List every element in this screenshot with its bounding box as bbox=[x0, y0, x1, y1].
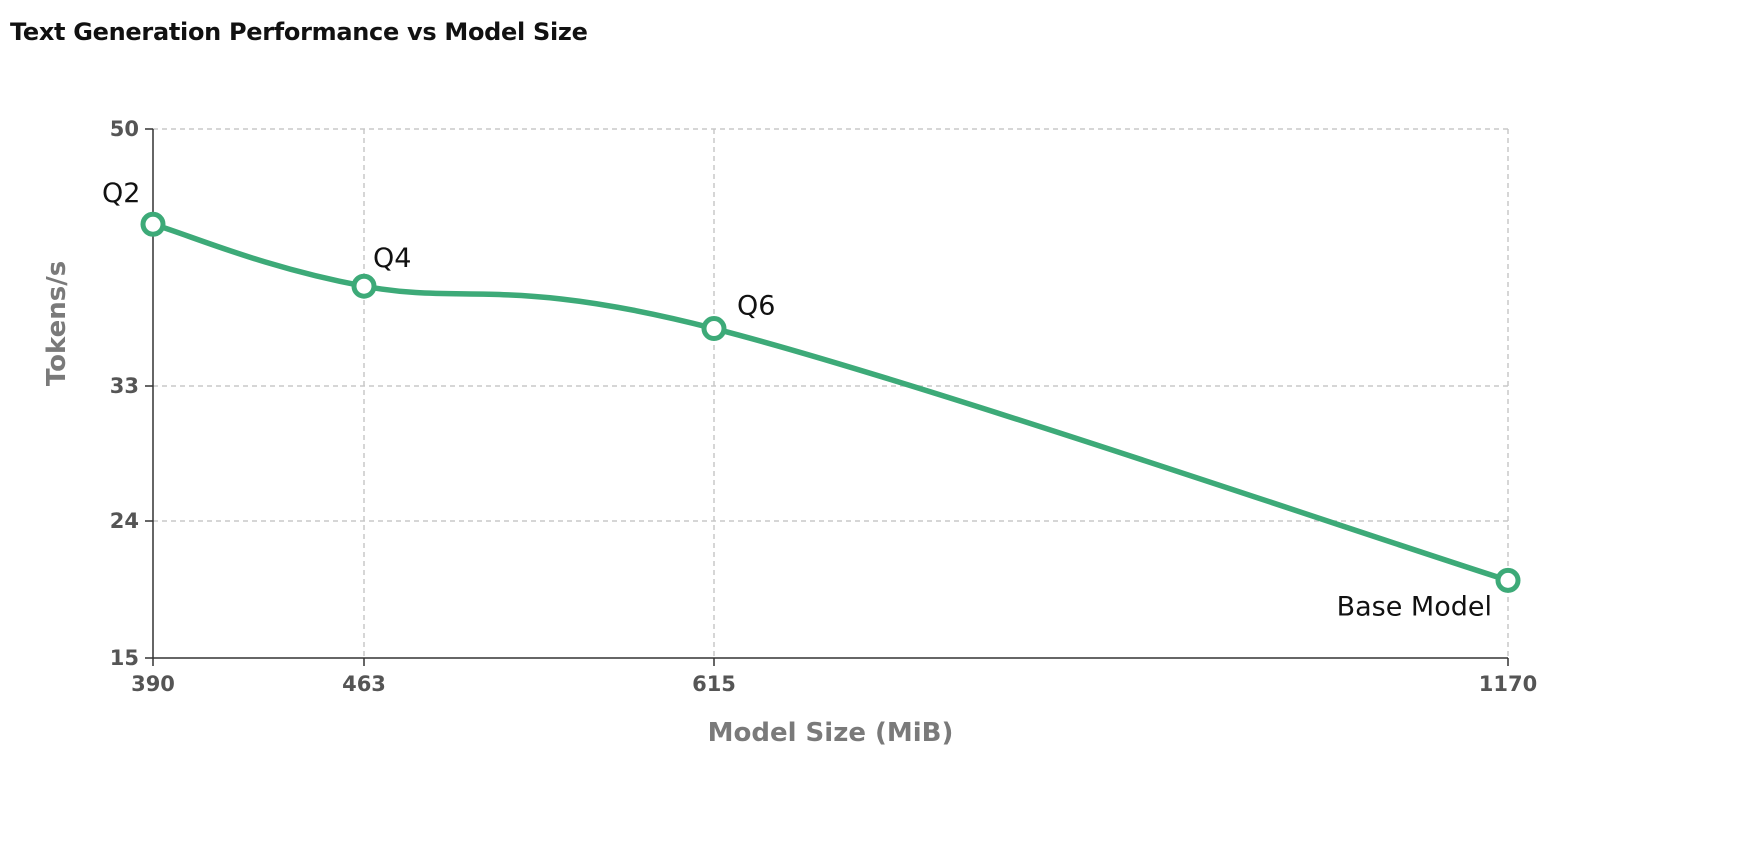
point-label: Q6 bbox=[737, 291, 775, 322]
chart-title: Text Generation Performance vs Model Siz… bbox=[10, 18, 588, 46]
x-tick-label: 1170 bbox=[1479, 672, 1537, 696]
x-tick-label: 390 bbox=[131, 672, 175, 696]
y-tick-label: 33 bbox=[110, 374, 139, 398]
x-tick-label: 463 bbox=[342, 672, 386, 696]
data-point bbox=[701, 316, 727, 342]
y-axis-title: Tokens/s bbox=[42, 261, 72, 386]
series-layer bbox=[140, 211, 1521, 593]
axis-layer: 15 24 33 50 390 463 615 1170 bbox=[110, 117, 1537, 696]
grid-layer bbox=[153, 128, 1509, 658]
y-tick-label: 24 bbox=[110, 509, 139, 533]
y-tick-label: 15 bbox=[110, 646, 139, 670]
label-layer: Q2 Q4 Q6 Base Model bbox=[102, 178, 1492, 622]
data-point bbox=[351, 273, 377, 299]
x-tick-label: 615 bbox=[692, 672, 736, 696]
x-axis-title: Model Size (MiB) bbox=[708, 718, 954, 748]
data-point bbox=[1495, 567, 1521, 593]
point-label: Q4 bbox=[373, 243, 411, 274]
data-point bbox=[140, 211, 166, 237]
y-tick-label: 50 bbox=[110, 117, 139, 141]
series-line bbox=[150, 221, 1511, 584]
point-label: Base Model bbox=[1337, 591, 1492, 622]
point-label: Q2 bbox=[102, 178, 140, 209]
